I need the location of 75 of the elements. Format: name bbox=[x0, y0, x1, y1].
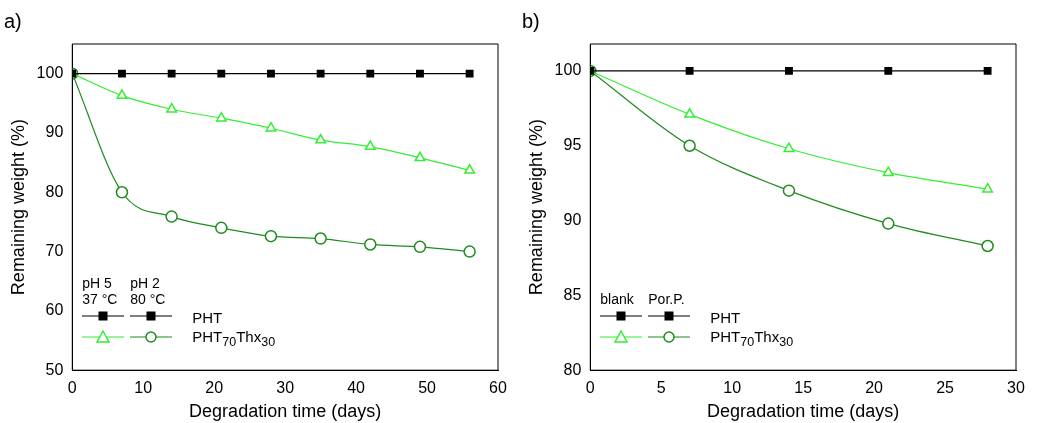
legend-label: PHT$_{70}$Thx$_{30}$ bbox=[710, 328, 794, 350]
y-axis-title: Remaining weight (%) bbox=[7, 119, 28, 296]
annotation: pH 2 80 °C bbox=[130, 275, 166, 308]
y-tick-label: 85 bbox=[563, 285, 582, 303]
x-tick-label: 10 bbox=[723, 379, 742, 397]
point bbox=[785, 67, 793, 75]
point bbox=[685, 67, 694, 75]
point bbox=[414, 151, 426, 162]
y-tick-label: 50 bbox=[45, 360, 64, 378]
y-tick-label: 80 bbox=[45, 182, 64, 200]
x-tick-label: 25 bbox=[936, 379, 955, 397]
point bbox=[116, 89, 128, 100]
point bbox=[166, 102, 178, 113]
point bbox=[782, 184, 796, 197]
legend-label: PHT$_{70}$Thx$_{30}$ bbox=[192, 328, 276, 350]
point bbox=[413, 240, 427, 254]
annotation: blank bbox=[600, 291, 634, 308]
y-tick-label: 100 bbox=[554, 61, 582, 79]
x-tick-label: 40 bbox=[347, 379, 366, 397]
point bbox=[366, 69, 375, 78]
point bbox=[215, 111, 227, 122]
point bbox=[118, 69, 126, 78]
point bbox=[316, 69, 325, 78]
x-tick-label: 60 bbox=[489, 379, 507, 397]
y-tick-label: 90 bbox=[45, 123, 64, 141]
point bbox=[165, 210, 178, 223]
y-axis-title: Remaining weight (%) bbox=[525, 119, 546, 296]
chart-title: a) bbox=[4, 9, 22, 32]
point bbox=[314, 232, 327, 245]
point bbox=[981, 239, 994, 253]
legend-label: PHT bbox=[710, 309, 741, 327]
point bbox=[265, 121, 277, 132]
x-axis-title: Degradation time (days) bbox=[707, 401, 900, 422]
point bbox=[167, 69, 176, 78]
x-tick-label: 20 bbox=[205, 379, 224, 397]
y-tick-label: 60 bbox=[45, 301, 64, 319]
point bbox=[882, 217, 895, 230]
point bbox=[882, 166, 894, 177]
x-tick-label: 10 bbox=[134, 379, 153, 397]
point bbox=[267, 69, 275, 78]
x-tick-label: 20 bbox=[865, 379, 884, 397]
point bbox=[364, 238, 377, 251]
y-tick-label: 95 bbox=[563, 136, 582, 154]
point bbox=[982, 182, 994, 193]
point bbox=[983, 67, 992, 75]
annotation: Por.P. bbox=[648, 291, 685, 308]
x-tick-label: 0 bbox=[67, 379, 77, 397]
y-tick-label: 70 bbox=[45, 241, 64, 259]
y-tick-label: 80 bbox=[563, 360, 582, 378]
point bbox=[416, 69, 424, 78]
x-tick-label: 5 bbox=[656, 379, 666, 397]
point bbox=[315, 133, 327, 144]
point bbox=[364, 140, 376, 151]
y-tick-label: 90 bbox=[563, 210, 582, 228]
point bbox=[465, 69, 474, 78]
y-tick-label: 100 bbox=[36, 64, 64, 82]
point bbox=[783, 142, 795, 153]
annotation: pH 5 37 °C bbox=[82, 275, 118, 308]
chart-title: b) bbox=[522, 9, 540, 32]
legend-label: PHT bbox=[192, 309, 223, 327]
x-tick-label: 15 bbox=[794, 379, 813, 397]
point bbox=[264, 229, 278, 243]
point bbox=[683, 139, 696, 152]
point bbox=[217, 69, 226, 78]
x-tick-label: 0 bbox=[585, 379, 595, 397]
point bbox=[684, 108, 696, 118]
x-axis-title: Degradation time (days) bbox=[189, 401, 382, 422]
point bbox=[215, 221, 228, 235]
point bbox=[463, 245, 476, 258]
x-tick-label: 50 bbox=[418, 379, 437, 397]
x-tick-label: 30 bbox=[276, 379, 295, 397]
point bbox=[115, 186, 129, 199]
point bbox=[464, 164, 476, 174]
point bbox=[884, 67, 893, 75]
x-tick-label: 30 bbox=[1007, 379, 1025, 397]
